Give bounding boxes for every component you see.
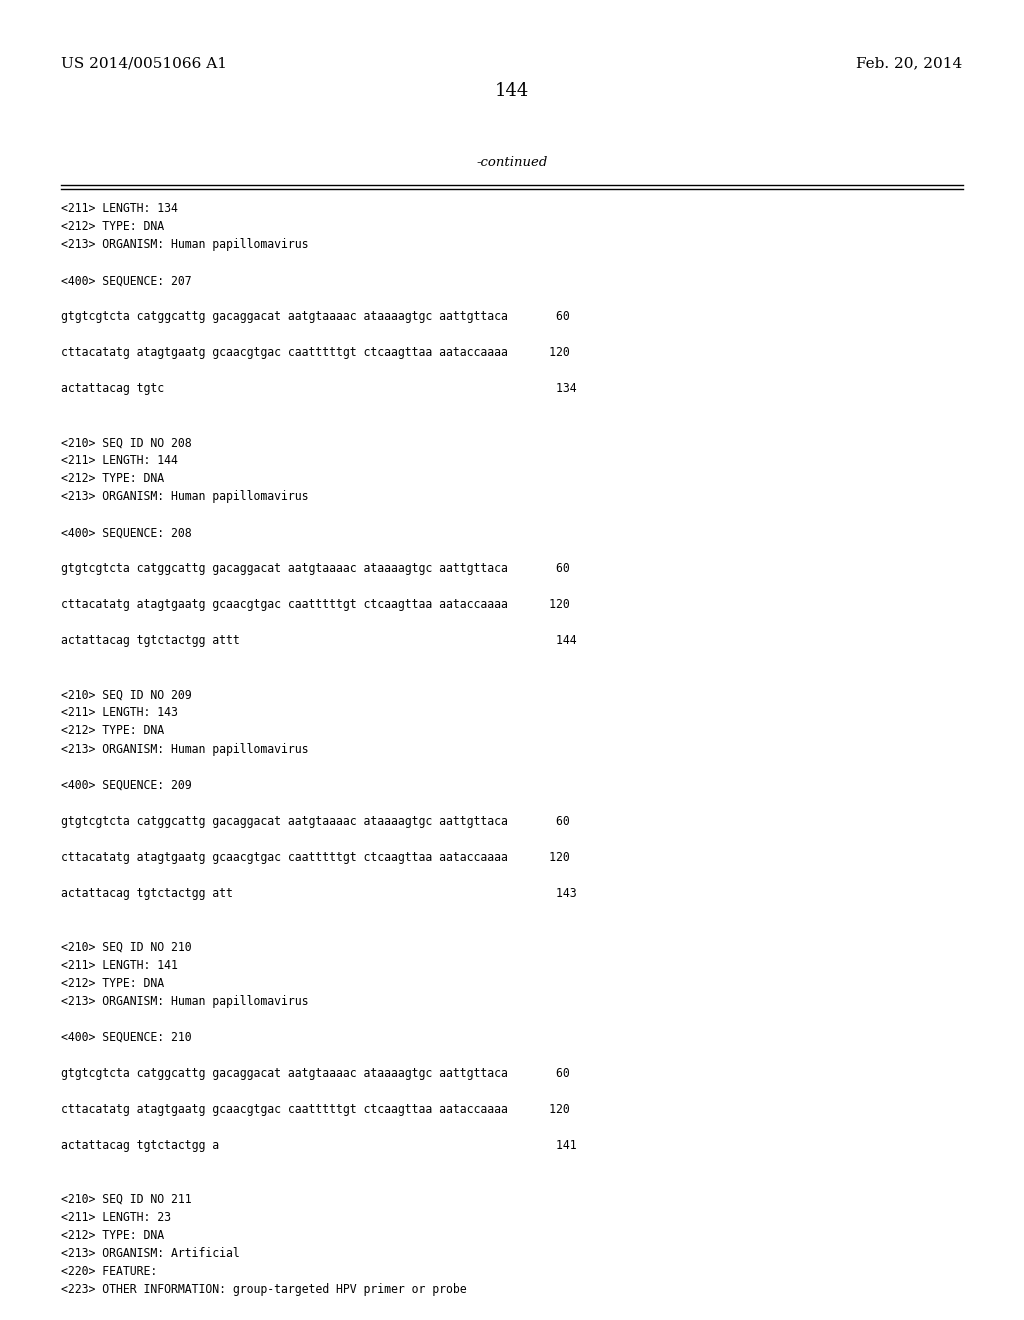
Text: <213> ORGANISM: Artificial: <213> ORGANISM: Artificial [61, 1247, 241, 1261]
Text: <211> LENGTH: 134: <211> LENGTH: 134 [61, 202, 178, 215]
Text: <211> LENGTH: 143: <211> LENGTH: 143 [61, 706, 178, 719]
Text: <211> LENGTH: 23: <211> LENGTH: 23 [61, 1210, 171, 1224]
Text: US 2014/0051066 A1: US 2014/0051066 A1 [61, 57, 227, 71]
Text: <213> ORGANISM: Human papillomavirus: <213> ORGANISM: Human papillomavirus [61, 995, 309, 1007]
Text: cttacatatg atagtgaatg gcaacgtgac caatttttgt ctcaagttaa aataccaaaa      120: cttacatatg atagtgaatg gcaacgtgac caatttt… [61, 346, 570, 359]
Text: gtgtcgtcta catggcattg gacaggacat aatgtaaaac ataaaagtgc aattgttaca       60: gtgtcgtcta catggcattg gacaggacat aatgtaa… [61, 310, 570, 323]
Text: <400> SEQUENCE: 207: <400> SEQUENCE: 207 [61, 275, 193, 286]
Text: actattacag tgtctactgg attt                                              144: actattacag tgtctactgg attt 144 [61, 635, 578, 647]
Text: <213> ORGANISM: Human papillomavirus: <213> ORGANISM: Human papillomavirus [61, 490, 309, 503]
Text: <212> TYPE: DNA: <212> TYPE: DNA [61, 473, 165, 486]
Text: actattacag tgtc                                                         134: actattacag tgtc 134 [61, 383, 578, 395]
Text: <210> SEQ ID NO 208: <210> SEQ ID NO 208 [61, 436, 193, 449]
Text: <210> SEQ ID NO 209: <210> SEQ ID NO 209 [61, 689, 193, 701]
Text: <211> LENGTH: 144: <211> LENGTH: 144 [61, 454, 178, 467]
Text: <400> SEQUENCE: 208: <400> SEQUENCE: 208 [61, 527, 193, 540]
Text: <213> ORGANISM: Human papillomavirus: <213> ORGANISM: Human papillomavirus [61, 743, 309, 755]
Text: actattacag tgtctactgg att                                               143: actattacag tgtctactgg att 143 [61, 887, 578, 900]
Text: actattacag tgtctactgg a                                                 141: actattacag tgtctactgg a 141 [61, 1139, 578, 1152]
Text: <400> SEQUENCE: 210: <400> SEQUENCE: 210 [61, 1031, 193, 1044]
Text: <223> OTHER INFORMATION: group-targeted HPV primer or probe: <223> OTHER INFORMATION: group-targeted … [61, 1283, 467, 1296]
Text: -continued: -continued [476, 156, 548, 169]
Text: 144: 144 [495, 82, 529, 100]
Text: <212> TYPE: DNA: <212> TYPE: DNA [61, 977, 165, 990]
Text: <210> SEQ ID NO 211: <210> SEQ ID NO 211 [61, 1193, 193, 1206]
Text: <213> ORGANISM: Human papillomavirus: <213> ORGANISM: Human papillomavirus [61, 238, 309, 251]
Text: <400> SEQUENCE: 209: <400> SEQUENCE: 209 [61, 779, 193, 792]
Text: <220> FEATURE:: <220> FEATURE: [61, 1265, 158, 1278]
Text: gtgtcgtcta catggcattg gacaggacat aatgtaaaac ataaaagtgc aattgttaca       60: gtgtcgtcta catggcattg gacaggacat aatgtaa… [61, 1067, 570, 1080]
Text: <212> TYPE: DNA: <212> TYPE: DNA [61, 1229, 165, 1242]
Text: <210> SEQ ID NO 210: <210> SEQ ID NO 210 [61, 941, 193, 953]
Text: cttacatatg atagtgaatg gcaacgtgac caatttttgt ctcaagttaa aataccaaaa      120: cttacatatg atagtgaatg gcaacgtgac caatttt… [61, 1104, 570, 1115]
Text: cttacatatg atagtgaatg gcaacgtgac caatttttgt ctcaagttaa aataccaaaa      120: cttacatatg atagtgaatg gcaacgtgac caatttt… [61, 850, 570, 863]
Text: gtgtcgtcta catggcattg gacaggacat aatgtaaaac ataaaagtgc aattgttaca       60: gtgtcgtcta catggcattg gacaggacat aatgtaa… [61, 562, 570, 576]
Text: <211> LENGTH: 141: <211> LENGTH: 141 [61, 958, 178, 972]
Text: <212> TYPE: DNA: <212> TYPE: DNA [61, 220, 165, 232]
Text: gtgtcgtcta catggcattg gacaggacat aatgtaaaac ataaaagtgc aattgttaca       60: gtgtcgtcta catggcattg gacaggacat aatgtaa… [61, 814, 570, 828]
Text: Feb. 20, 2014: Feb. 20, 2014 [856, 57, 963, 71]
Text: cttacatatg atagtgaatg gcaacgtgac caatttttgt ctcaagttaa aataccaaaa      120: cttacatatg atagtgaatg gcaacgtgac caatttt… [61, 598, 570, 611]
Text: <212> TYPE: DNA: <212> TYPE: DNA [61, 725, 165, 738]
